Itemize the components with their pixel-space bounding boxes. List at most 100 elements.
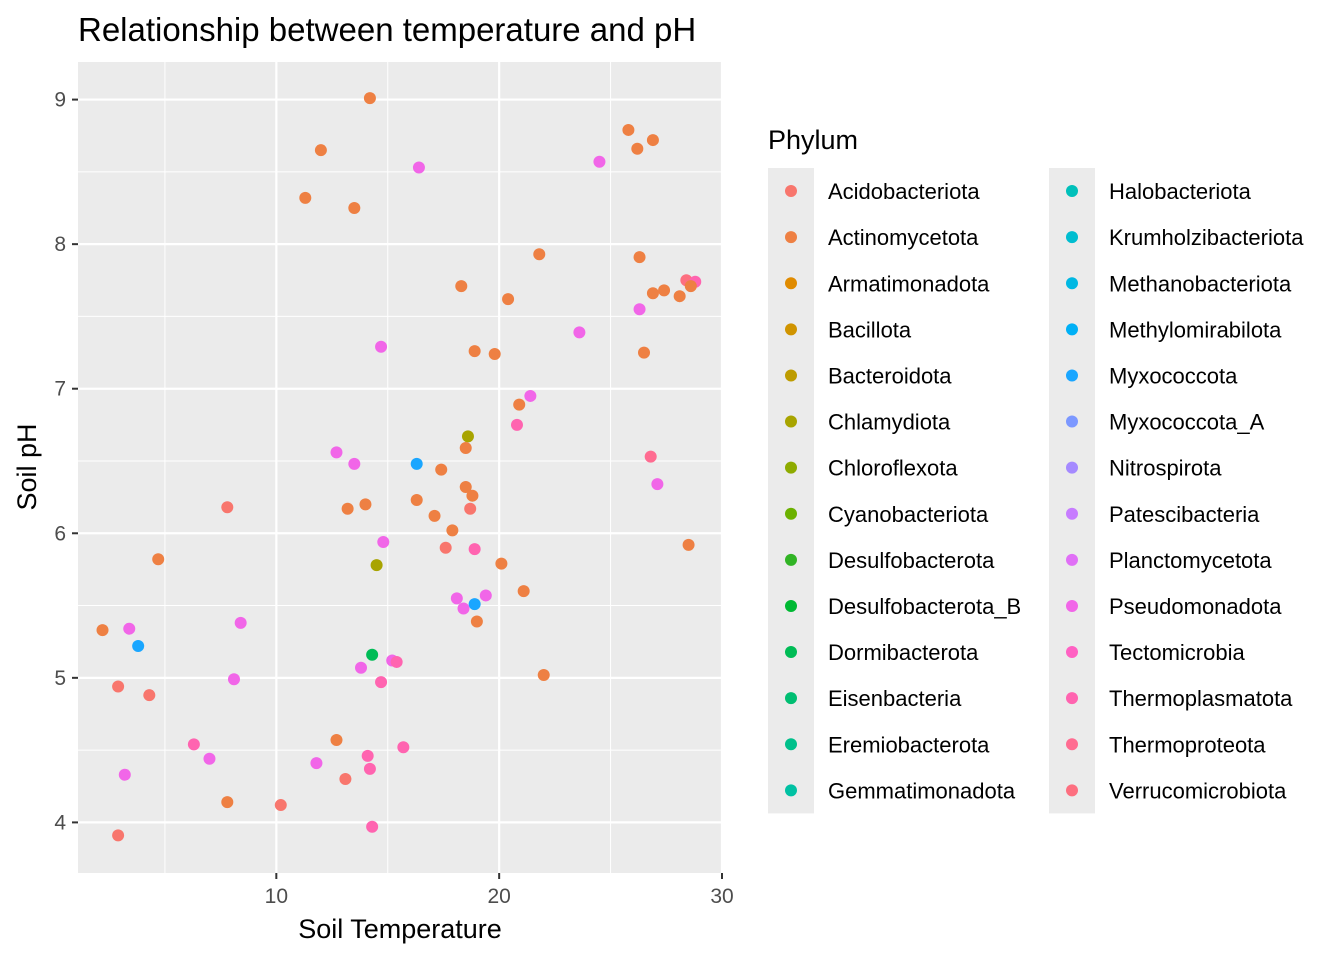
- data-point: [524, 389, 537, 402]
- legend-key: [1066, 738, 1078, 751]
- data-point: [468, 598, 481, 611]
- data-point: [633, 303, 646, 316]
- legend-label: Verrucomicrobiota: [1109, 778, 1287, 803]
- data-point: [363, 92, 376, 105]
- data-point: [651, 478, 664, 491]
- data-point: [355, 661, 368, 674]
- data-point: [457, 602, 470, 615]
- data-point: [330, 446, 343, 459]
- data-point: [510, 418, 523, 431]
- legend-title: Phylum: [768, 125, 858, 155]
- data-point: [428, 509, 441, 522]
- legend-label: Methylomirabilota: [1109, 317, 1282, 342]
- data-point: [143, 689, 156, 702]
- data-point: [330, 734, 343, 747]
- legend-key: [785, 784, 797, 797]
- legend-label: Planctomycetota: [1109, 548, 1272, 573]
- data-point: [461, 430, 474, 443]
- data-point: [622, 123, 635, 136]
- legend-key: [1066, 692, 1078, 705]
- data-point: [221, 501, 234, 514]
- data-point: [203, 752, 216, 765]
- legend-key: [785, 461, 797, 474]
- data-point: [112, 829, 125, 842]
- legend-key: [785, 185, 797, 198]
- data-point: [366, 648, 379, 661]
- data-point: [631, 142, 644, 155]
- legend-key: [1066, 553, 1078, 566]
- legend-label: Thermoplasmatota: [1109, 686, 1293, 711]
- y-tick-label: 5: [54, 667, 66, 690]
- x-tick-label: 10: [265, 885, 288, 908]
- data-point: [132, 640, 145, 653]
- legend: Phylum Acidobacteriota Actinomycetota Arma…: [768, 125, 1304, 814]
- data-point: [310, 757, 323, 770]
- legend-key: [1066, 507, 1078, 520]
- legend-key: [785, 599, 797, 612]
- data-point: [397, 741, 410, 754]
- legend-label: Armatimonadota: [828, 271, 990, 296]
- y-tick-label: 4: [54, 811, 66, 834]
- legend-key: [785, 231, 797, 244]
- data-point: [439, 541, 452, 554]
- legend-label: Halobacteriota: [1109, 179, 1252, 204]
- legend-key: [1066, 646, 1078, 659]
- legend-label: Bacteroidota: [828, 363, 952, 388]
- data-point: [537, 668, 550, 681]
- data-point: [573, 326, 586, 339]
- data-point: [375, 676, 388, 689]
- data-point: [187, 738, 200, 751]
- legend-key: [1066, 784, 1078, 797]
- data-points: [96, 92, 702, 842]
- legend-label: Eisenbacteria: [828, 686, 962, 711]
- x-axis-label: Soil Temperature: [298, 914, 502, 944]
- legend-label: Tectomicrobia: [1109, 640, 1245, 665]
- data-point: [468, 345, 481, 358]
- data-point: [410, 494, 423, 507]
- legend-key: [785, 646, 797, 659]
- data-point: [299, 191, 312, 204]
- data-point: [450, 592, 463, 605]
- chart-title: Relationship between temperature and pH: [78, 11, 696, 48]
- data-point: [593, 155, 606, 168]
- legend-label: Chloroflexota: [828, 456, 958, 481]
- legend-key: [1066, 369, 1078, 382]
- legend-key-background: [768, 168, 814, 814]
- data-point: [341, 502, 354, 515]
- axes: 10 20 30 4 5 6 7 8 9: [54, 89, 733, 908]
- legend-key: [785, 692, 797, 705]
- legend-label: Thermoproteota: [1109, 732, 1266, 757]
- data-point: [502, 293, 515, 306]
- legend-key: [1066, 461, 1078, 474]
- data-point: [363, 762, 376, 775]
- data-point: [533, 248, 546, 261]
- legend-label: Chlamydiota: [828, 410, 951, 435]
- legend-label: Gemmatimonadota: [828, 778, 1016, 803]
- data-point: [221, 796, 234, 809]
- y-tick-label: 9: [54, 89, 66, 112]
- data-point: [314, 144, 327, 157]
- data-point: [455, 280, 468, 293]
- data-point: [361, 749, 374, 762]
- data-point: [646, 287, 659, 300]
- data-point: [112, 680, 125, 693]
- legend-key: [1066, 231, 1078, 244]
- legend-key: [785, 369, 797, 382]
- data-point: [479, 589, 492, 602]
- legend-key: [1066, 415, 1078, 428]
- plot-panel: [78, 62, 722, 873]
- legend-key-background: [1049, 168, 1095, 814]
- y-tick-label: 6: [54, 522, 66, 545]
- data-point: [638, 346, 651, 359]
- x-tick-label: 30: [710, 885, 733, 908]
- legend-label: Desulfobacterota: [828, 548, 995, 573]
- x-tick-label: 20: [487, 885, 510, 908]
- legend-label: Desulfobacterota_B: [828, 594, 1021, 619]
- data-point: [375, 340, 388, 353]
- major-grid: [78, 62, 724, 873]
- legend-key: [785, 277, 797, 290]
- y-tick-label: 7: [54, 378, 66, 401]
- legend-label: Acidobacteriota: [828, 179, 980, 204]
- data-point: [390, 655, 403, 668]
